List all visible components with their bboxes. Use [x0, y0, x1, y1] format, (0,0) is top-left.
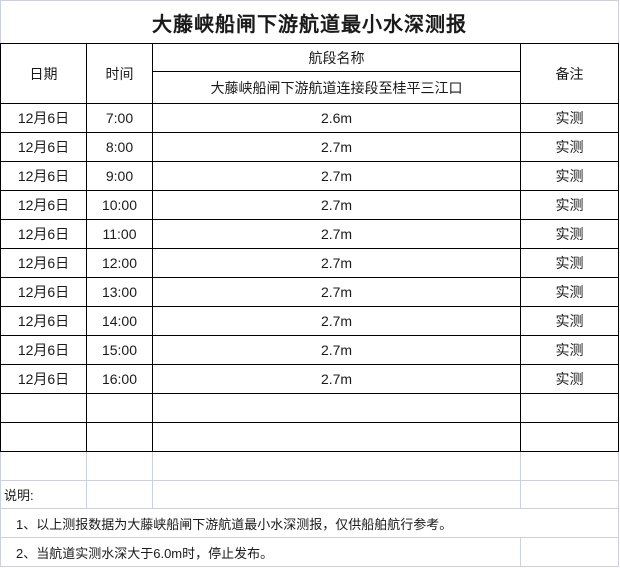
cell-date: [0, 393, 87, 423]
empty-cell: [153, 481, 521, 508]
table-row: 12月6日 16:00 2.7m 实测: [0, 364, 619, 394]
note-row: 1、以上测报数据为大藤峡船闸下游航道最小水深测报，仅供船舶航行参考。: [0, 509, 619, 538]
empty-cell: [521, 452, 618, 480]
cell-time: 10:00: [86, 190, 153, 220]
cell-depth: 2.7m: [152, 132, 521, 162]
cell-remark: [520, 422, 619, 452]
cell-remark: 实测: [520, 306, 619, 336]
empty-cell: [521, 538, 618, 566]
cell-time: 13:00: [86, 277, 153, 307]
table-row: 12月6日 8:00 2.7m 实测: [0, 132, 619, 162]
cell-remark: 实测: [520, 190, 619, 220]
cell-date: 12月6日: [0, 306, 87, 336]
notes-label-row: 说明:: [0, 481, 619, 509]
cell-depth: 2.7m: [152, 277, 521, 307]
table-row: 12月6日 10:00 2.7m 实测: [0, 190, 619, 220]
note-item-2: 2、当航道实测水深大于6.0m时，停止发布。: [1, 538, 521, 566]
header-date: 日期: [0, 43, 87, 104]
report-title: 大藤峡船闸下游航道最小水深测报: [152, 13, 467, 36]
depth-table: 日期 时间 航段名称 备注 大藤峡船闸下游航道连接段至桂平三江口 12月6日 7…: [0, 43, 619, 452]
cell-time: 14:00: [86, 306, 153, 336]
empty-cell: [521, 481, 618, 508]
table-row-empty: [0, 422, 619, 452]
cell-depth: 2.7m: [152, 335, 521, 365]
cell-depth: 2.7m: [152, 219, 521, 249]
table-row: 12月6日 9:00 2.7m 实测: [0, 161, 619, 191]
table-row: 12月6日 7:00 2.6m 实测: [0, 103, 619, 133]
cell-time: 11:00: [86, 219, 153, 249]
cell-remark: 实测: [520, 277, 619, 307]
cell-date: 12月6日: [0, 103, 87, 133]
table-row: 12月6日 13:00 2.7m 实测: [0, 277, 619, 307]
cell-date: 12月6日: [0, 248, 87, 278]
cell-depth: 2.7m: [152, 248, 521, 278]
header-remark: 备注: [520, 43, 619, 104]
cell-date: 12月6日: [0, 132, 87, 162]
table-row: 12月6日 15:00 2.7m 实测: [0, 335, 619, 365]
cell-date: 12月6日: [0, 190, 87, 220]
cell-remark: 实测: [520, 248, 619, 278]
cell-depth: 2.7m: [152, 306, 521, 336]
cell-date: 12月6日: [0, 161, 87, 191]
spacer-row: [0, 452, 619, 481]
cell-time: 16:00: [86, 364, 153, 394]
cell-depth: 2.6m: [152, 103, 521, 133]
empty-cell: [153, 452, 521, 480]
header-row-top: 日期 时间 航段名称 备注: [0, 43, 619, 104]
cell-depth: 2.7m: [152, 364, 521, 394]
cell-time: [86, 393, 153, 423]
note-item-1: 1、以上测报数据为大藤峡船闸下游航道最小水深测报，仅供船舶航行参考。: [16, 516, 453, 532]
cell-depth: [152, 422, 521, 452]
cell-depth: 2.7m: [152, 190, 521, 220]
cell-remark: 实测: [520, 132, 619, 162]
notes-label: 说明:: [1, 481, 87, 508]
cell-depth: 2.7m: [152, 161, 521, 191]
cell-date: 12月6日: [0, 277, 87, 307]
cell-time: 9:00: [86, 161, 153, 191]
header-time: 时间: [86, 43, 153, 104]
cell-date: [0, 422, 87, 452]
table-row: 12月6日 12:00 2.7m 实测: [0, 248, 619, 278]
empty-cell: [1, 452, 87, 480]
empty-cell: [87, 481, 153, 508]
cell-remark: [520, 393, 619, 423]
empty-cell: [87, 452, 153, 480]
cell-time: 7:00: [86, 103, 153, 133]
table-row: 12月6日 14:00 2.7m 实测: [0, 306, 619, 336]
cell-date: 12月6日: [0, 364, 87, 394]
note-row: 2、当航道实测水深大于6.0m时，停止发布。: [0, 538, 619, 567]
cell-remark: 实测: [520, 161, 619, 191]
cell-remark: 实测: [520, 219, 619, 249]
title-band: 大藤峡船闸下游航道最小水深测报: [0, 0, 619, 43]
table-row: 12月6日 11:00 2.7m 实测: [0, 219, 619, 249]
cell-remark: 实测: [520, 335, 619, 365]
header-row-sub: 大藤峡船闸下游航道连接段至桂平三江口: [1, 71, 619, 104]
header-section: 航段名称: [152, 43, 521, 72]
cell-date: 12月6日: [0, 335, 87, 365]
cell-time: 12:00: [86, 248, 153, 278]
table-row-empty: [0, 393, 619, 423]
cell-time: [86, 422, 153, 452]
cell-time: 15:00: [86, 335, 153, 365]
cell-remark: 实测: [520, 103, 619, 133]
cell-depth: [152, 393, 521, 423]
cell-remark: 实测: [520, 364, 619, 394]
cell-time: 8:00: [86, 132, 153, 162]
header-section-sub: 大藤峡船闸下游航道连接段至桂平三江口: [152, 71, 521, 104]
cell-date: 12月6日: [0, 219, 87, 249]
